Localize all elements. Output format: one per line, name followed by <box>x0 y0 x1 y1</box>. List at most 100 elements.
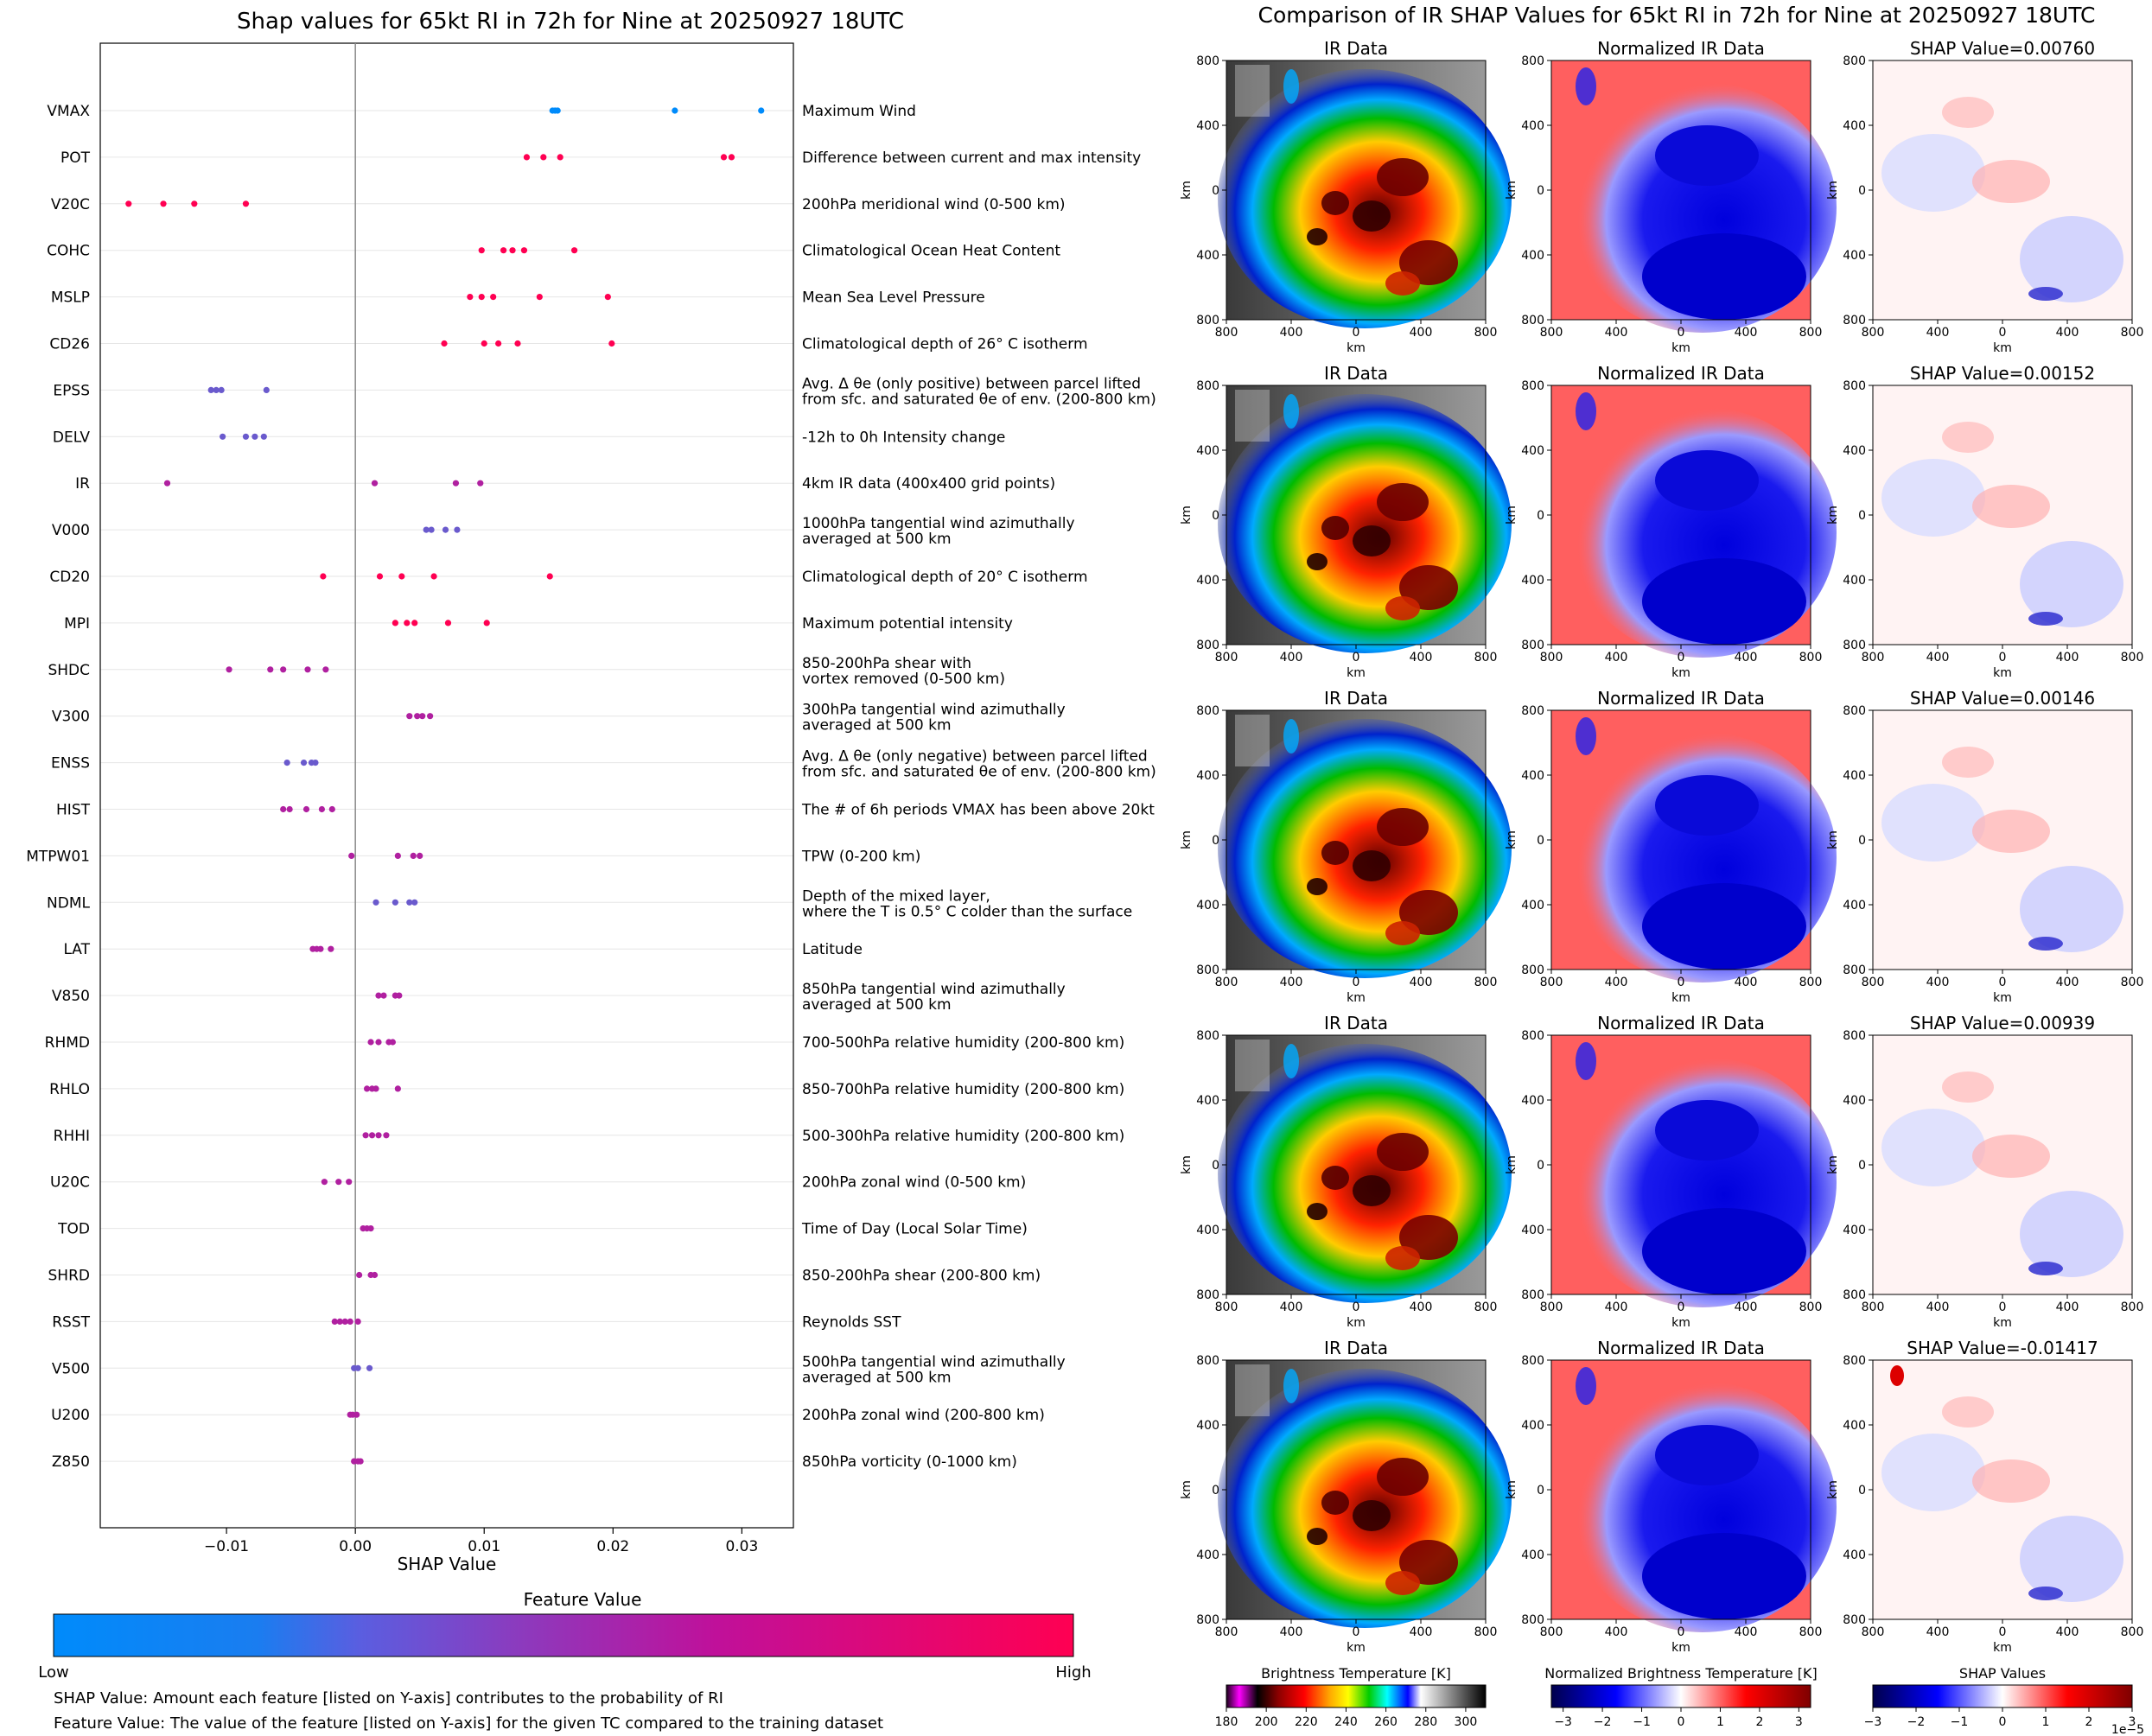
colorbar-tick-label: 240 <box>1334 1715 1358 1729</box>
shap-point <box>427 713 434 720</box>
y-tick-label: 400 <box>1843 899 1866 913</box>
normalized-temperature-colorbar: Normalized Brightness Temperature [K] −3… <box>1544 1665 1818 1729</box>
x-tick-label: 400 <box>1280 1300 1303 1314</box>
colorbar-tick-label: −1 <box>1951 1715 1969 1729</box>
x-tick-label: 800 <box>1862 326 1885 340</box>
x-tick-label: 800 <box>1474 1300 1498 1314</box>
feature-description-label: 200hPa zonal wind (200-800 km) <box>802 1407 1045 1424</box>
x-tick-label: 0.02 <box>596 1538 629 1555</box>
shap-point <box>406 899 413 906</box>
y-tick-label: 800 <box>1843 1029 1866 1043</box>
shap-point <box>514 340 521 347</box>
shap-point <box>312 760 319 766</box>
y-tick-label: 800 <box>1843 639 1866 652</box>
feature-name-label: LAT <box>63 941 90 958</box>
x-tick-label: −0.01 <box>204 1538 249 1555</box>
shap-point <box>354 1318 361 1325</box>
x-tick-label: 800 <box>1215 1300 1238 1314</box>
x-axis-label: km <box>1993 666 2012 680</box>
feature-description-label: 200hPa meridional wind (0-500 km) <box>802 196 1066 213</box>
shap-point <box>367 1225 374 1232</box>
shap-point <box>372 1085 379 1092</box>
shap-point <box>367 1039 374 1046</box>
shap-point <box>720 154 728 161</box>
x-tick-label: 400 <box>1605 976 1628 989</box>
x-tick-label: 800 <box>1799 1300 1823 1314</box>
normalized-ir-heatmap: 80080040040000400400800800kmkmNormalized… <box>1505 38 1837 355</box>
y-tick-label: 400 <box>1521 249 1544 263</box>
brightness-temperature-colorbar: Brightness Temperature [K] 180 200 220 240 2… <box>1215 1665 1487 1729</box>
feature-value-colorbar-title: Feature Value <box>524 1589 642 1610</box>
shap-point <box>317 945 324 952</box>
y-tick-label: 400 <box>1843 1548 1866 1562</box>
y-tick-label: 0 <box>1212 1484 1219 1498</box>
normalized-temperature-colorbar-label: Normalized Brightness Temperature [K] <box>1544 1665 1818 1682</box>
x-tick-label: 800 <box>1862 651 1885 665</box>
shap-point <box>411 620 418 626</box>
feature-name-label: DELV <box>53 429 90 446</box>
shap-point <box>335 1179 342 1186</box>
x-tick-label: 800 <box>1862 1300 1885 1314</box>
subplot-title: SHAP Value=0.00152 <box>1910 363 2095 384</box>
normalized-ir-heatmap: 80080040040000400400800800kmkmNormalized… <box>1505 363 1837 680</box>
x-tick-label: 800 <box>1799 976 1823 989</box>
y-tick-label: 400 <box>1521 1419 1544 1433</box>
y-tick-label: 400 <box>1843 249 1866 263</box>
y-tick-label: 400 <box>1843 1224 1866 1237</box>
shap-point <box>557 154 563 161</box>
y-tick-label: 800 <box>1196 1613 1219 1627</box>
feature-name-label: IR <box>75 475 90 493</box>
y-tick-label: 400 <box>1843 574 1866 588</box>
x-axis-label: km <box>1347 991 1366 1005</box>
shap-point <box>509 247 516 254</box>
feature-name-label: V300 <box>52 709 90 726</box>
x-tick-label: 800 <box>1474 326 1498 340</box>
y-tick-label: 0 <box>1537 834 1544 848</box>
x-tick-label: 0 <box>1353 326 1360 340</box>
x-tick-label: 800 <box>1862 976 1885 989</box>
colorbar-tick-label: −1 <box>1633 1715 1651 1729</box>
subplot-title: IR Data <box>1324 1338 1388 1358</box>
y-axis-label: km <box>1180 1480 1194 1499</box>
x-axis-label: km <box>1993 341 2012 355</box>
x-tick-label: 0 <box>1678 1625 1685 1639</box>
x-tick-label: 400 <box>2056 326 2079 340</box>
shap-point <box>160 200 167 207</box>
feature-description-label: Avg. Δ θe (only positive) between parcel… <box>802 375 1156 408</box>
shap-point <box>346 1179 353 1186</box>
y-tick-label: 800 <box>1196 1029 1219 1043</box>
x-tick-label: 800 <box>2121 326 2144 340</box>
shap-point <box>604 294 611 301</box>
feature-name-label: HIST <box>56 802 91 819</box>
normalized-ir-heatmap: 80080040040000400400800800kmkmNormalized… <box>1505 1013 1837 1330</box>
shap-point <box>478 247 485 254</box>
y-tick-label: 800 <box>1521 1613 1544 1627</box>
x-tick-label: 400 <box>1280 326 1303 340</box>
beeswarm-title: Shap values for 65kt RI in 72h for Nine … <box>237 9 904 35</box>
shap-point <box>362 1132 369 1139</box>
x-tick-label: 800 <box>1799 326 1823 340</box>
x-axis-label: km <box>1347 341 1366 355</box>
y-axis-label: km <box>1180 1155 1194 1174</box>
shap-colorbar-offset-label: 1e−5 <box>2111 1723 2144 1736</box>
shap-point <box>286 805 293 813</box>
shap-point <box>318 805 326 813</box>
feature-name-label: RHLO <box>49 1081 90 1098</box>
shap-point <box>394 1085 401 1092</box>
y-tick-label: 0 <box>1858 509 1866 523</box>
y-tick-label: 800 <box>1196 1354 1219 1368</box>
shap-point <box>417 852 423 860</box>
shap-point <box>430 573 437 580</box>
y-tick-label: 0 <box>1858 1484 1866 1498</box>
x-tick-label: 400 <box>1605 1300 1628 1314</box>
feature-description-label: Maximum Wind <box>802 103 916 120</box>
shap-point <box>394 852 401 860</box>
x-tick-label: 400 <box>1410 326 1433 340</box>
x-tick-label: 0 <box>1353 1300 1360 1314</box>
shap-point <box>371 480 379 486</box>
y-axis-label: km <box>1826 830 1840 849</box>
feature-description-label: 850hPa tangential wind azimuthally averag… <box>802 981 1066 1014</box>
x-tick-label: 0 <box>1353 976 1360 989</box>
x-tick-label: 800 <box>2121 1625 2144 1639</box>
